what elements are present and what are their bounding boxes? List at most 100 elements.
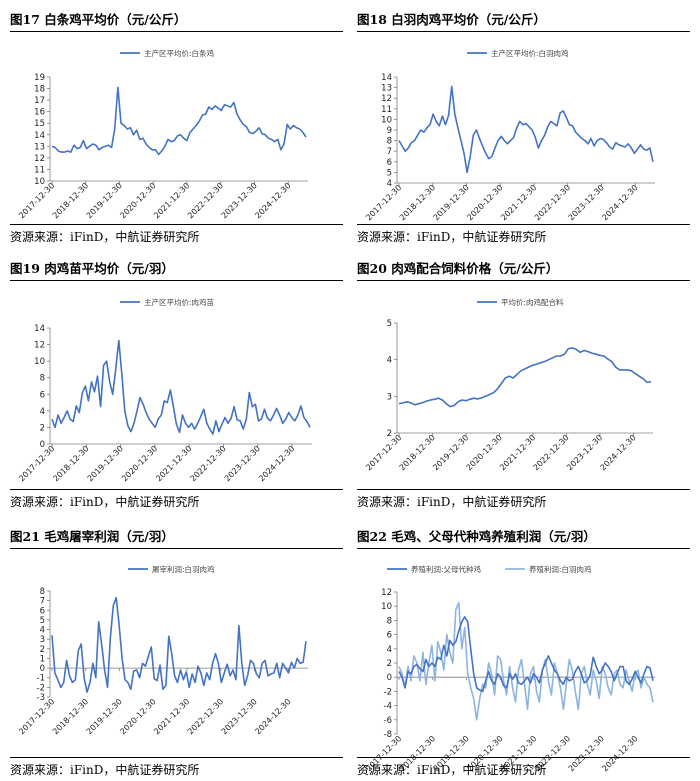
chart-title: 图20 肉鸡配合饲料价格（元/公斤） xyxy=(357,261,559,276)
chart-title: 图17 白条鸡平均价（元/公斤） xyxy=(10,12,187,27)
title-rule xyxy=(10,280,343,281)
y-tick-label: 6 xyxy=(40,390,45,400)
y-tick-label: 0 xyxy=(40,664,45,674)
chart-title: 图22 毛鸡、父母代种鸡养殖利润（元/羽） xyxy=(357,529,596,544)
series-line xyxy=(398,616,654,693)
y-tick-label: 5 xyxy=(40,616,45,626)
y-tick-label: 8 xyxy=(387,137,392,147)
source-rule xyxy=(10,224,343,225)
y-tick-label: 3 xyxy=(387,392,392,402)
legend-label: 屠宰利润:白羽肉鸡 xyxy=(152,564,215,574)
y-tick-label: 14 xyxy=(381,73,392,83)
x-tick-label: 2023-12-30 xyxy=(223,444,262,483)
source-note: 资源来源：iFinD，中航证券研究所 xyxy=(10,230,200,244)
legend-label: 主产区平均价:肉鸡苗 xyxy=(144,297,215,307)
title-rule xyxy=(10,548,343,549)
y-tick-label: 6 xyxy=(40,606,45,616)
chart-title: 图21 毛鸡屠宰利润（元/羽） xyxy=(10,529,174,544)
y-tick-label: -1 xyxy=(37,674,45,684)
y-tick-label: 10 xyxy=(381,602,392,612)
y-tick-label: 9 xyxy=(387,126,392,136)
chart-svg: 23452017-12-302018-12-302019-12-302020-1… xyxy=(364,297,653,472)
series-line xyxy=(398,85,654,174)
source-rule xyxy=(10,757,343,758)
y-tick-label: 14 xyxy=(34,324,45,334)
y-tick-label: 7 xyxy=(387,147,392,157)
source-note: 资源来源：iFinD，中航证券研究所 xyxy=(357,495,547,509)
y-tick-label: 1 xyxy=(40,654,45,664)
source-rule xyxy=(357,489,690,490)
source-rule xyxy=(10,489,343,490)
y-tick-label: 19 xyxy=(34,73,45,83)
legend-label: 主产区平均价:白条鸡 xyxy=(144,48,214,58)
y-tick-label: 10 xyxy=(381,115,392,125)
chart-svg: -8-6-4-20246810122017-12-302018-12-30201… xyxy=(364,564,655,773)
chart-title: 图19 肉鸡苗平均价（元/羽） xyxy=(10,261,174,276)
y-tick-label: 2 xyxy=(387,659,392,669)
x-tick-label: 2024-12-30 xyxy=(253,697,292,736)
y-tick-label: 3 xyxy=(40,635,45,645)
legend-label: 养殖利润:白羽肉鸡 xyxy=(529,564,592,574)
x-tick-label: 2024-12-30 xyxy=(253,181,292,220)
chart-panel-18: 图18 白羽肉鸡平均价（元/公斤） 4 5 6 7 8 9 10 11 12 13 14 2017-1… xyxy=(357,9,690,249)
y-tick-label: 16 xyxy=(34,108,45,118)
chart-panel-17: 图17 白条鸡平均价（元/公斤） 10 11 12 13 14 15 16 17 18 19 201… xyxy=(10,9,343,249)
y-tick-label: 12 xyxy=(381,94,392,104)
y-tick-label: 10 xyxy=(34,357,45,367)
y-tick-label: -2 xyxy=(37,683,45,693)
source-note: 资源来源：iFinD，中航证券研究所 xyxy=(357,763,547,777)
y-tick-label: 12 xyxy=(34,154,45,164)
legend-label: 养殖利润:父母代种鸡 xyxy=(411,564,481,574)
y-tick-label: 2 xyxy=(40,423,45,433)
y-tick-label: 2 xyxy=(40,645,45,655)
chart-svg: 024681012142017-12-302018-12-302019-12-3… xyxy=(17,297,312,483)
chart-svg: -3-2-10123456782017-12-302018-12-302019-… xyxy=(17,564,308,736)
y-tick-label: 18 xyxy=(34,85,45,95)
y-tick-label: 4 xyxy=(40,626,45,636)
y-tick-label: 13 xyxy=(381,84,392,94)
x-tick-label: 2024-12-30 xyxy=(600,734,639,773)
chart-svg: 45678910111213142017-12-302018-12-302019… xyxy=(364,48,655,222)
series-line xyxy=(51,339,311,435)
y-tick-label: 15 xyxy=(34,119,45,129)
y-tick-label: 8 xyxy=(40,374,45,384)
y-tick-label: 4 xyxy=(40,407,45,417)
source-rule xyxy=(357,757,690,758)
y-tick-label: 4 xyxy=(387,356,392,366)
y-tick-label: 6 xyxy=(387,631,392,641)
title-rule xyxy=(357,31,690,32)
legend-label: 平均价:肉鸡配合料 xyxy=(501,297,564,307)
series-line xyxy=(51,596,307,693)
y-tick-label: 12 xyxy=(381,588,392,598)
legend-label: 主产区平均价:白羽肉鸡 xyxy=(491,48,569,58)
y-tick-label: 2 xyxy=(387,429,392,439)
title-rule xyxy=(357,280,690,281)
y-tick-label: 4 xyxy=(387,179,392,189)
y-tick-label: -2 xyxy=(384,687,392,697)
x-tick-label: 2024-12-30 xyxy=(257,444,296,483)
chart-panel-19: 图19 肉鸡苗平均价（元/羽） 0 2 4 6 8 10 12 14 2017-12-30 201… xyxy=(10,258,343,509)
chart-title: 图18 白羽肉鸡平均价（元/公斤） xyxy=(357,12,546,27)
y-tick-label: -4 xyxy=(384,702,392,712)
y-tick-label: -3 xyxy=(37,693,45,703)
chart-svg: 101112131415161718192017-12-302018-12-30… xyxy=(17,48,308,220)
y-tick-label: 11 xyxy=(381,105,392,115)
chart-panel-22: 图22 毛鸡、父母代种鸡养殖利润（元/羽） -8 -6 -4 -2 0 2 4 6 8 10 12 2… xyxy=(357,526,690,777)
series-line xyxy=(51,86,307,156)
y-tick-label: 5 xyxy=(387,168,392,178)
y-tick-label: 0 xyxy=(40,440,45,450)
source-note: 资源来源：iFinD，中航证券研究所 xyxy=(357,230,547,244)
y-tick-label: 11 xyxy=(34,165,45,175)
title-rule xyxy=(357,548,690,549)
y-tick-label: -8 xyxy=(384,730,392,740)
x-tick-label: 2024-12-30 xyxy=(599,433,638,472)
y-tick-label: 14 xyxy=(34,131,45,141)
y-tick-label: 4 xyxy=(387,645,392,655)
chart-panel-21: 图21 毛鸡屠宰利润（元/羽） -3 -2 -1 0 1 2 3 4 5 6 7 8 2017-12-3… xyxy=(10,526,343,777)
y-tick-label: 5 xyxy=(387,319,392,329)
y-tick-label: -6 xyxy=(384,716,392,726)
source-note: 资源来源：iFinD，中航证券研究所 xyxy=(10,763,200,777)
y-tick-label: 12 xyxy=(34,341,45,351)
y-tick-label: 8 xyxy=(40,587,45,597)
y-tick-label: 6 xyxy=(387,158,392,168)
